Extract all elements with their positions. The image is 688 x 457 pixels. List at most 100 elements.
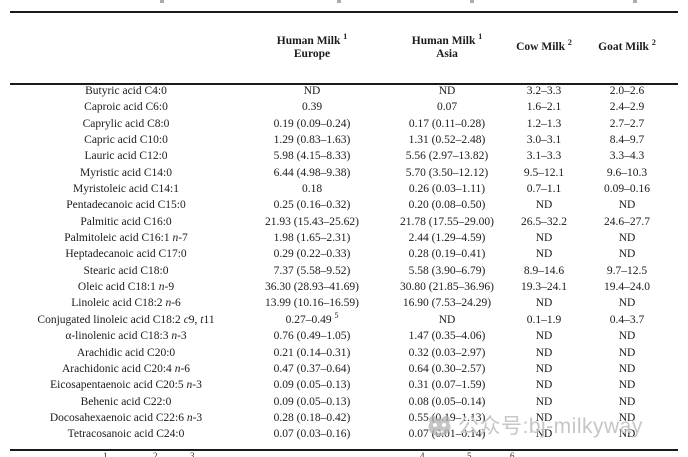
fatty-acid-label: Lauric acid C12:0 [84, 150, 168, 163]
fatty-acid-label: Caproic acid C6:0 [84, 101, 168, 114]
table-row: Heptadecanoic acid C17:0 0.29 (0.22–0.33)… [10, 246, 678, 262]
value-cell: 3.1–3.3 [526, 150, 562, 163]
value-cell: ND [618, 248, 636, 261]
value-cell: 19.3–24.1 [521, 281, 567, 294]
value-cell: 1.98 (1.65–2.31) [273, 232, 351, 245]
value-cell: 3.0–3.1 [526, 134, 562, 147]
table-row: Tetracosanoic acid C24:0 0.07 (0.03–0.16)… [10, 426, 678, 442]
value-cell: 16.90 (7.53–24.29) [402, 297, 492, 310]
value-cell: 0.28 (0.18–0.42) [273, 411, 351, 424]
table-row: Eicosapentaenoic acid C20:5 n-3 0.09 (0.0… [10, 377, 678, 393]
value-cell: 0.09 (0.05–0.13) [273, 379, 351, 392]
fatty-acid-label: Palmitoleic acid C16:1 n-7 [64, 232, 188, 245]
value-cell: ND [618, 428, 636, 441]
fatty-acid-label: Arachidic acid C20:0 [76, 346, 176, 359]
value-cell: 2.7–2.7 [609, 117, 645, 130]
value-cell: 0.55 (0.19–1.13) [408, 411, 486, 424]
value-cell: ND [618, 411, 636, 424]
fatty-acid-label: Myristoleic acid C14:1 [72, 183, 180, 196]
value-cell: 0.21 (0.14–0.31) [273, 346, 351, 359]
cropped-text-fragment [470, 0, 474, 3]
value-cell: 0.7–1.1 [526, 183, 562, 196]
table-row: Oleic acid C18:1 n-9 36.30 (28.93–41.69) 3… [10, 279, 678, 295]
value-cell: 0.64 (0.30–2.57) [408, 362, 486, 375]
table-row: Lauric acid C12:0 5.98 (4.15–8.33) 5.56 (2… [10, 148, 678, 164]
value-cell: 0.25 (0.16–0.32) [273, 199, 351, 212]
footnote-superscript-fragment: 4 [420, 451, 425, 457]
table-row: Stearic acid C18:0 7.37 (5.58–9.52) 5.58 (… [10, 263, 678, 279]
value-cell: ND [618, 395, 636, 408]
value-cell: 2.44 (1.29–4.59) [408, 232, 486, 245]
value-cell: 13.99 (10.16–16.59) [265, 297, 359, 310]
header-row: Human Milk 1 Europe Human Milk 1 Asia Cow Mi… [10, 13, 678, 83]
value-cell: ND [535, 379, 553, 392]
value-cell: 1.29 (0.83–1.63) [273, 134, 351, 147]
value-cell: ND [535, 411, 553, 424]
value-cell: 5.70 (3.50–12.12) [405, 166, 489, 179]
value-cell: 0.39 [301, 101, 323, 114]
fatty-acid-label: Eicosapentaenoic acid C20:5 n-3 [50, 379, 202, 392]
fatty-acid-label: Behenic acid C22:0 [80, 395, 172, 408]
table-row: Conjugated linoleic acid C18:2 c9, t11 0.… [10, 311, 678, 328]
fatty-acid-label: Palmitic acid C16:0 [80, 215, 172, 228]
value-cell: 0.29 (0.22–0.33) [273, 248, 351, 261]
table-body: Butyric acid C4:0 ND ND 3.2–3.3 2.0–2.6 Capro… [10, 83, 678, 443]
value-cell: ND [535, 232, 553, 245]
value-cell: ND [618, 330, 636, 343]
value-cell: ND [618, 232, 636, 245]
fatty-acid-composition-table: Human Milk 1 Europe Human Milk 1 Asia Cow Mi… [10, 13, 678, 443]
value-cell: 0.17 (0.11–0.28) [408, 117, 486, 130]
table-row: Capric acid C10:0 1.29 (0.83–1.63) 1.31 (0… [10, 132, 678, 148]
table-row: Caprylic acid C8:0 0.19 (0.09–0.24) 0.17 (… [10, 116, 678, 132]
value-cell: 8.4–9.7 [609, 134, 645, 147]
value-cell: 0.08 (0.05–0.14) [408, 395, 486, 408]
value-cell: 0.47 (0.37–0.64) [273, 362, 351, 375]
value-cell: 21.93 (15.43–25.62) [265, 215, 359, 228]
value-cell: ND [618, 346, 636, 359]
table-row: Arachidic acid C20:0 0.21 (0.14–0.31) 0.32… [10, 345, 678, 361]
value-cell: ND [618, 362, 636, 375]
value-cell: ND [303, 85, 321, 97]
value-cell: ND [535, 346, 553, 359]
table-row: Palmitic acid C16:0 21.93 (15.43–25.62) 21… [10, 214, 678, 230]
table-header-rule [10, 83, 678, 85]
fatty-acid-label: Caprylic acid C8:0 [82, 117, 170, 130]
footnote-superscript-fragment: 5 [467, 451, 472, 457]
value-cell: ND [535, 297, 553, 310]
value-cell: 2.4–2.9 [609, 101, 645, 114]
value-cell: ND [438, 313, 456, 326]
footnote-superscript-fragment: 6 [510, 451, 515, 457]
table-row: Myristoleic acid C14:1 0.18 0.26 (0.03–1.1… [10, 181, 678, 197]
value-cell: 2.0–2.6 [609, 85, 645, 97]
cropped-text-fragment [160, 0, 164, 3]
footnote-superscript-fragment: 1 [103, 451, 108, 457]
table-bottom-rule [10, 449, 678, 451]
table-row: Pentadecanoic acid C15:0 0.25 (0.16–0.32)… [10, 197, 678, 213]
value-cell: 1.31 (0.52–2.48) [408, 134, 486, 147]
value-cell: 0.26 (0.03–1.11) [408, 183, 486, 196]
cropped-text-fragment [337, 0, 341, 3]
value-cell: 1.2–1.3 [526, 117, 562, 130]
fatty-acid-label: Pentadecanoic acid C15:0 [66, 199, 186, 212]
value-cell: ND [535, 395, 553, 408]
value-cell: 6.44 (4.98–9.38) [273, 166, 351, 179]
value-cell: 0.76 (0.49–1.05) [273, 330, 351, 343]
value-cell: 0.19 (0.09–0.24) [273, 117, 351, 130]
fatty-acid-label: Linoleic acid C18:2 n-6 [71, 297, 181, 310]
value-cell: ND [535, 330, 553, 343]
value-cell: 3.2–3.3 [526, 85, 562, 97]
column-header: Human Milk 1 Asia [411, 31, 483, 60]
value-cell: 36.30 (28.93–41.69) [265, 281, 359, 294]
empty-corner-cell [10, 13, 242, 83]
value-cell: 0.28 (0.19–0.41) [408, 248, 486, 261]
value-cell: 0.20 (0.08–0.50) [408, 199, 486, 212]
value-cell: 21.78 (17.55–29.00) [400, 215, 494, 228]
value-cell: 9.5–12.1 [523, 166, 565, 179]
fatty-acid-label: Tetracosanoic acid C24:0 [67, 428, 185, 441]
value-cell: 26.5–32.2 [521, 215, 567, 228]
value-cell: ND [535, 428, 553, 441]
table-row: Linoleic acid C18:2 n-6 13.99 (10.16–16.5… [10, 295, 678, 311]
value-cell: 0.07 (0.03–0.16) [273, 428, 351, 441]
value-cell: 9.6–10.3 [606, 166, 648, 179]
